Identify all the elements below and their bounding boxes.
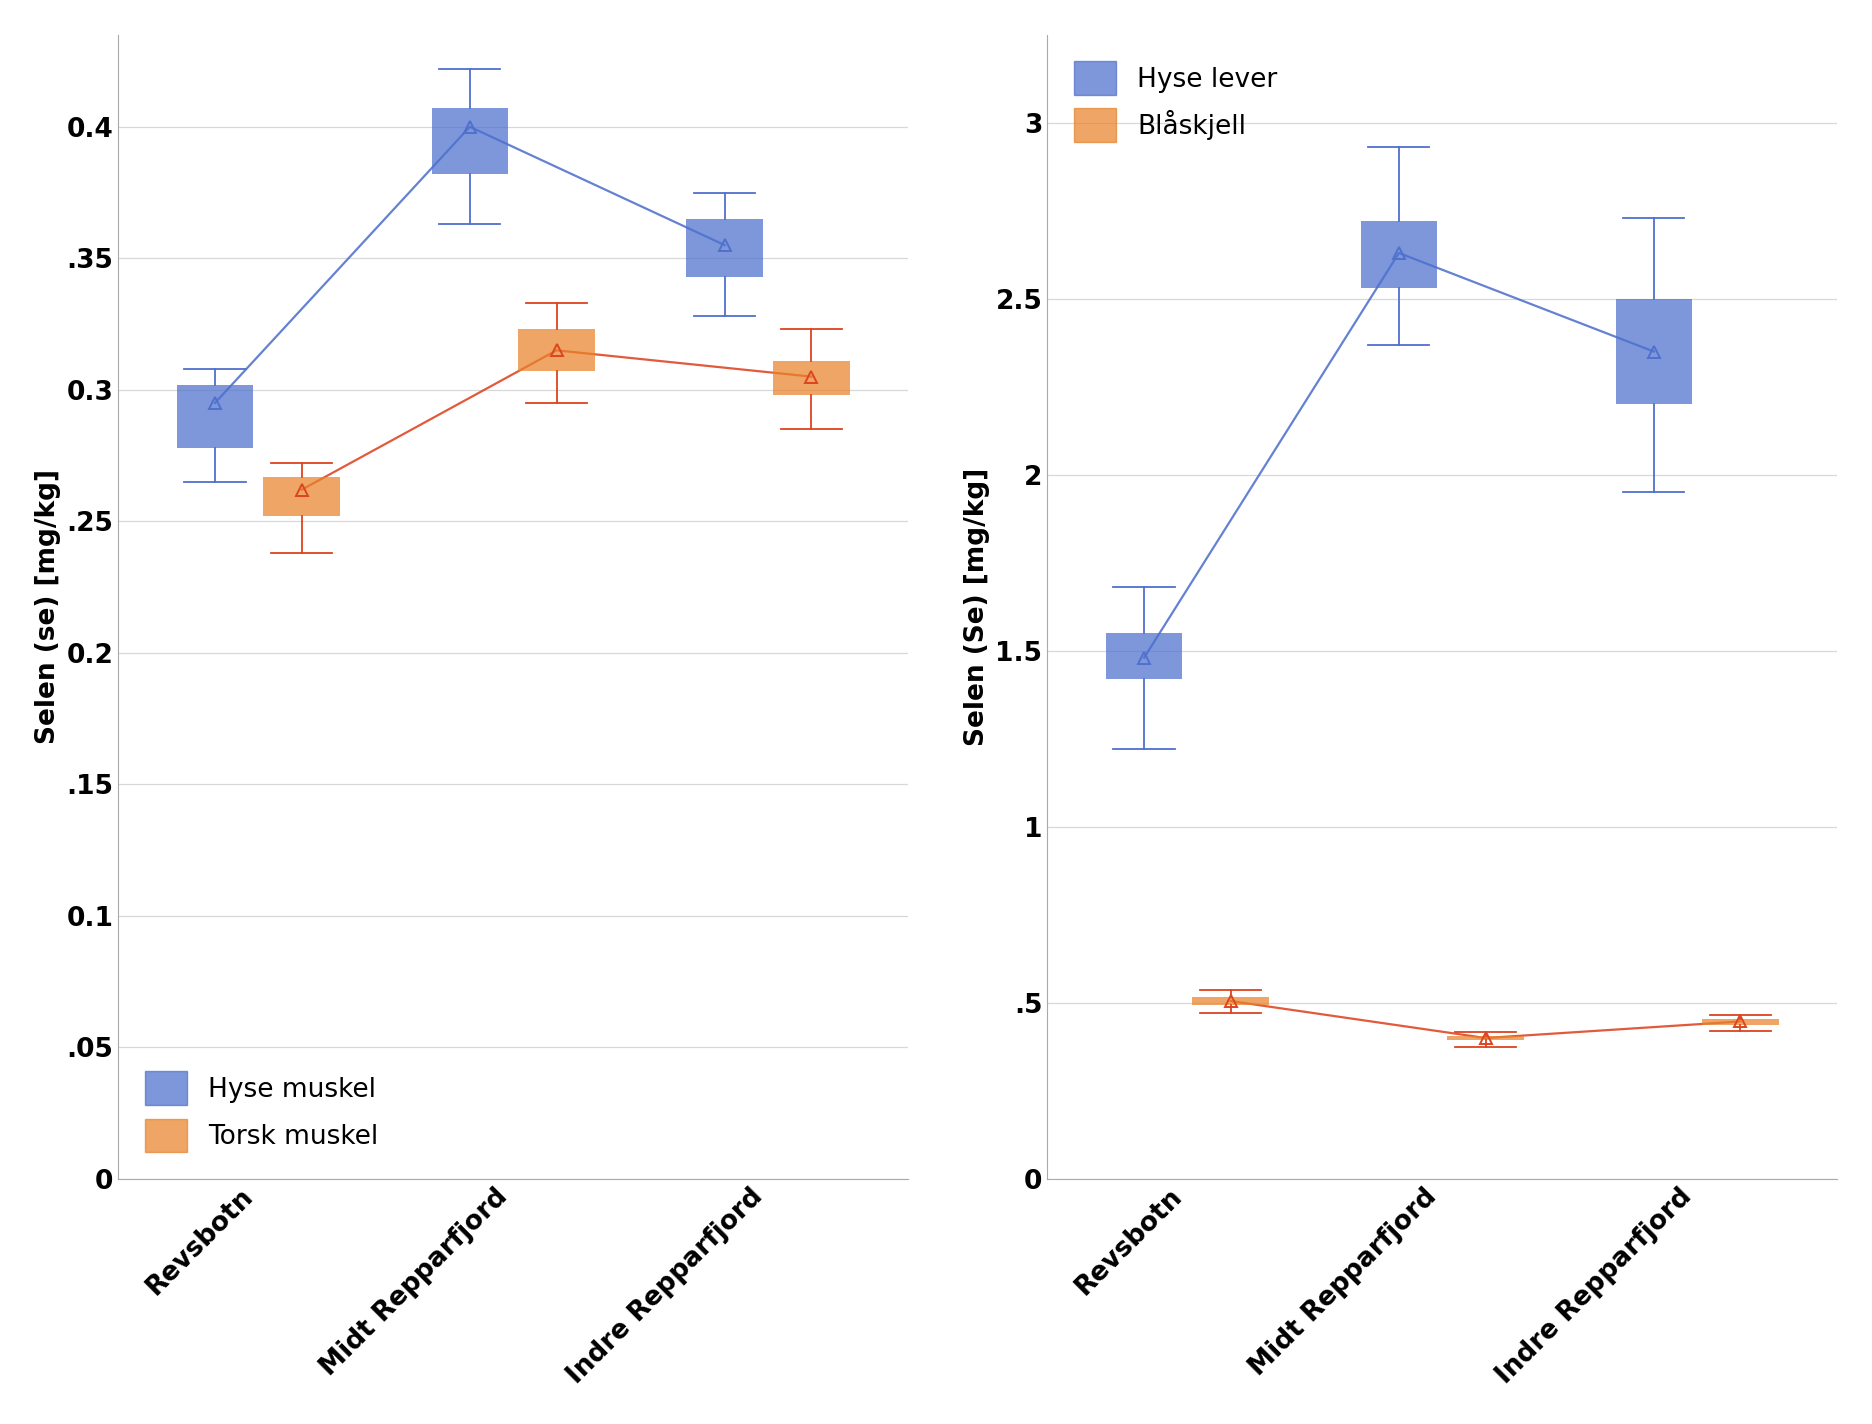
Y-axis label: Selen (se) [mg/kg]: Selen (se) [mg/kg] (36, 470, 60, 745)
Bar (1192, 997, 1269, 1005)
Bar (1361, 221, 1438, 288)
Bar (432, 108, 507, 174)
Bar (687, 219, 764, 276)
Bar (1702, 1018, 1778, 1025)
Bar (176, 384, 253, 447)
Bar (264, 477, 341, 515)
Bar (519, 329, 595, 372)
Bar (1447, 1035, 1524, 1041)
Legend: Hyse muskel, Torsk muskel: Hyse muskel, Torsk muskel (131, 1058, 391, 1166)
Legend: Hyse lever, Blåskjell: Hyse lever, Blåskjell (1060, 48, 1290, 155)
Y-axis label: Selen (Se) [mg/kg]: Selen (Se) [mg/kg] (964, 467, 990, 746)
Bar (773, 360, 850, 394)
Bar (1616, 299, 1692, 404)
Bar (1106, 634, 1183, 679)
